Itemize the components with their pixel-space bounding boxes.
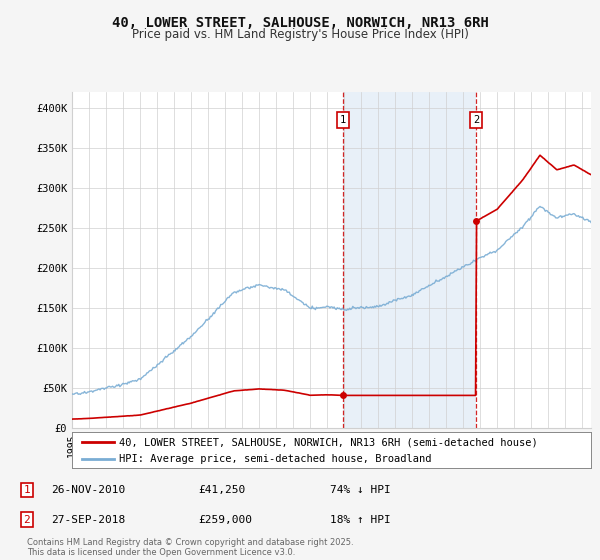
Text: 40, LOWER STREET, SALHOUSE, NORWICH, NR13 6RH: 40, LOWER STREET, SALHOUSE, NORWICH, NR1…	[112, 16, 488, 30]
Text: £41,250: £41,250	[198, 485, 245, 495]
Text: 1: 1	[340, 115, 346, 125]
Text: 27-SEP-2018: 27-SEP-2018	[51, 515, 125, 525]
Text: 74% ↓ HPI: 74% ↓ HPI	[330, 485, 391, 495]
Text: 1: 1	[23, 485, 31, 495]
Text: 40, LOWER STREET, SALHOUSE, NORWICH, NR13 6RH (semi-detached house): 40, LOWER STREET, SALHOUSE, NORWICH, NR1…	[119, 437, 538, 447]
Text: 2: 2	[473, 115, 479, 125]
Bar	[343, 92, 476, 428]
Text: 26-NOV-2010: 26-NOV-2010	[51, 485, 125, 495]
Text: Contains HM Land Registry data © Crown copyright and database right 2025.
This d: Contains HM Land Registry data © Crown c…	[27, 538, 353, 557]
Text: HPI: Average price, semi-detached house, Broadland: HPI: Average price, semi-detached house,…	[119, 454, 431, 464]
Text: 18% ↑ HPI: 18% ↑ HPI	[330, 515, 391, 525]
Text: 2: 2	[23, 515, 31, 525]
Text: Price paid vs. HM Land Registry's House Price Index (HPI): Price paid vs. HM Land Registry's House …	[131, 28, 469, 41]
Text: £259,000: £259,000	[198, 515, 252, 525]
